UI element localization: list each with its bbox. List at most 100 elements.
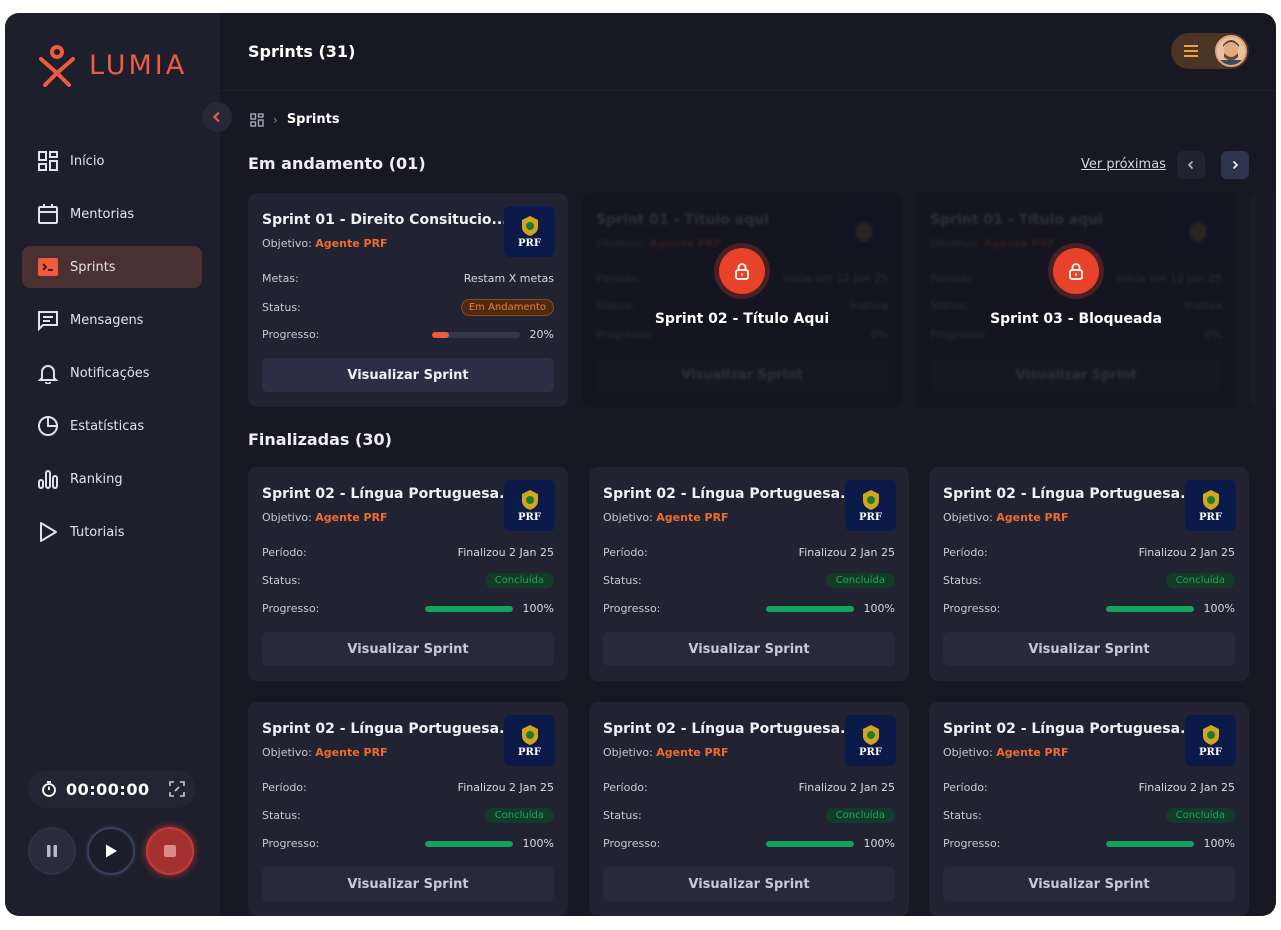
brand-name: LUMIA: [89, 49, 188, 81]
stop-button[interactable]: [146, 827, 194, 875]
sidebar-item-label: Mentorias: [70, 206, 135, 222]
objective-value: Agente PRF: [983, 237, 1056, 250]
page-title: Sprints (31): [248, 42, 356, 61]
goals-row: Metas: Restam X metas: [262, 272, 554, 285]
sidebar-item-label: Mensagens: [70, 312, 144, 328]
next-page-button[interactable]: [1221, 151, 1249, 179]
user-menu[interactable]: [1171, 33, 1249, 69]
period-value: Inicia em 12 Jan 25: [1116, 272, 1222, 285]
progress-fill: [424, 605, 513, 612]
sidebar-item-tutoriais[interactable]: Tutoriais: [22, 511, 202, 553]
expand-icon[interactable]: [168, 780, 186, 798]
objective-value: Agente PRF: [996, 746, 1069, 759]
pause-button[interactable]: [28, 827, 76, 875]
prf-logo-text: PRF: [1199, 746, 1222, 758]
progress-value: 0%: [1204, 328, 1222, 341]
sprint-card-active: Sprint 01 - Direito Consitucio... Objeti…: [248, 193, 568, 407]
objective-label: Objetivo:: [943, 511, 993, 524]
lumia-logo[interactable]: LUMIA: [35, 43, 187, 87]
sprint-card-finished: Sprint 02 - Língua Portuguesa... Objetiv…: [929, 467, 1249, 681]
prf-logo-text: PRF: [518, 511, 541, 523]
objective-value: Agente PRF: [649, 237, 722, 250]
progress-label: Progresso:: [596, 328, 654, 341]
status-row: Status: Concluída: [943, 808, 1235, 823]
view-sprint-button[interactable]: Visualizar Sprint: [262, 867, 554, 901]
view-sprint-button[interactable]: Visualizar Sprint: [262, 358, 554, 392]
status-label: Status:: [603, 809, 642, 822]
card-objective: Objetivo: Agente PRF: [596, 237, 722, 250]
period-row: Período: Finalizou 2 Jan 25: [262, 781, 554, 794]
progress-label: Progresso:: [603, 602, 661, 615]
card-objective: Objetivo: Agente PRF: [943, 746, 1069, 759]
prf-badge-icon: [862, 724, 879, 745]
progress-fill: [1105, 840, 1194, 847]
period-row: Período: Inicia em 12 Jan 25: [930, 272, 1222, 285]
card-title: Sprint 02 - Língua Portuguesa...: [943, 721, 1197, 737]
chevron-left-icon: [1187, 160, 1194, 170]
prf-logo-text: PRF: [1199, 511, 1222, 523]
view-sprint-button[interactable]: Visualizar Sprint: [943, 867, 1235, 901]
section-title-finished: Finalizadas (30): [248, 430, 392, 449]
period-value: Finalizou 2 Jan 25: [798, 546, 895, 559]
sidebar-item-mensagens[interactable]: Mensagens: [22, 299, 202, 341]
status-badge: Concluída: [484, 573, 554, 588]
sidebar-item-label: Ranking: [70, 471, 123, 487]
view-sprint-button[interactable]: Visualizar Sprint: [603, 632, 895, 666]
prf-logo: PRF: [1185, 715, 1236, 766]
progress-bar: [424, 840, 513, 847]
card-objective: Objetivo: Agente PRF: [262, 511, 388, 524]
message-icon: [37, 310, 59, 331]
status-row: Status: Em Andamento: [262, 299, 554, 316]
grid-icon: [37, 151, 59, 171]
sidebar-item-notificacoes[interactable]: Notificações: [22, 352, 202, 394]
grid-icon[interactable]: [250, 112, 264, 127]
period-row: Período: Finalizou 2 Jan 25: [262, 546, 554, 559]
prf-logo: PRF: [845, 715, 896, 766]
prf-badge-icon: [1202, 724, 1219, 745]
collapse-sidebar-button[interactable]: [202, 102, 232, 132]
sprint-card-locked: Sprint 01 - Título aqui Objetivo: Agente…: [916, 193, 1236, 407]
status-badge: Concluída: [825, 573, 895, 588]
progress-value: 100%: [863, 837, 895, 850]
progress-fill: [765, 605, 854, 612]
progress-label: Progresso:: [262, 602, 320, 615]
calendar-icon: [37, 204, 59, 224]
chevron-right-icon: [1232, 160, 1239, 170]
prf-badge-icon: [862, 489, 879, 510]
locked-card-preview: Sprint 01 - Título aqui Objetivo: Agente…: [916, 193, 1236, 407]
bars-icon: [37, 469, 59, 489]
view-sprint-button[interactable]: Visualizar Sprint: [603, 867, 895, 901]
objective-label: Objetivo:: [930, 237, 980, 250]
play-outline-icon: [37, 522, 59, 542]
progress-fill: [765, 840, 854, 847]
view-sprint-button: Visualizar Sprint: [930, 358, 1222, 392]
progress-bar: [1105, 605, 1194, 612]
see-next-link[interactable]: Ver próximas: [1081, 157, 1166, 172]
progress-bar: [1105, 840, 1194, 847]
card-title: Sprint 02 - Língua Portuguesa...: [603, 486, 857, 502]
sidebar-item-inicio[interactable]: Início: [22, 140, 202, 182]
prev-page-button[interactable]: [1177, 151, 1205, 179]
status-label: Status:: [262, 574, 301, 587]
status-label: Status:: [262, 809, 301, 822]
prf-logo: PRF: [845, 480, 896, 531]
progress-value: 100%: [863, 602, 895, 615]
pie-icon: [37, 416, 59, 436]
objective-label: Objetivo:: [596, 237, 646, 250]
play-button[interactable]: [87, 827, 135, 875]
view-sprint-button[interactable]: Visualizar Sprint: [943, 632, 1235, 666]
objective-label: Objetivo:: [603, 511, 653, 524]
sidebar-item-ranking[interactable]: Ranking: [22, 458, 202, 500]
status-badge: Concluída: [484, 808, 554, 823]
progress-fill: [431, 331, 450, 338]
sidebar-item-label: Sprints: [70, 259, 116, 275]
avatar[interactable]: [1215, 35, 1247, 67]
status-row: Status: Concluída: [603, 573, 895, 588]
view-sprint-button[interactable]: Visualizar Sprint: [262, 632, 554, 666]
sidebar-item-mentorias[interactable]: Mentorias: [22, 193, 202, 235]
objective-value: Agente PRF: [996, 511, 1069, 524]
period-value: Finalizou 2 Jan 25: [1138, 546, 1235, 559]
sidebar-item-sprints[interactable]: Sprints: [22, 246, 202, 288]
card-objective: Objetivo: Agente PRF: [603, 746, 729, 759]
sidebar-item-estatisticas[interactable]: Estatísticas: [22, 405, 202, 447]
